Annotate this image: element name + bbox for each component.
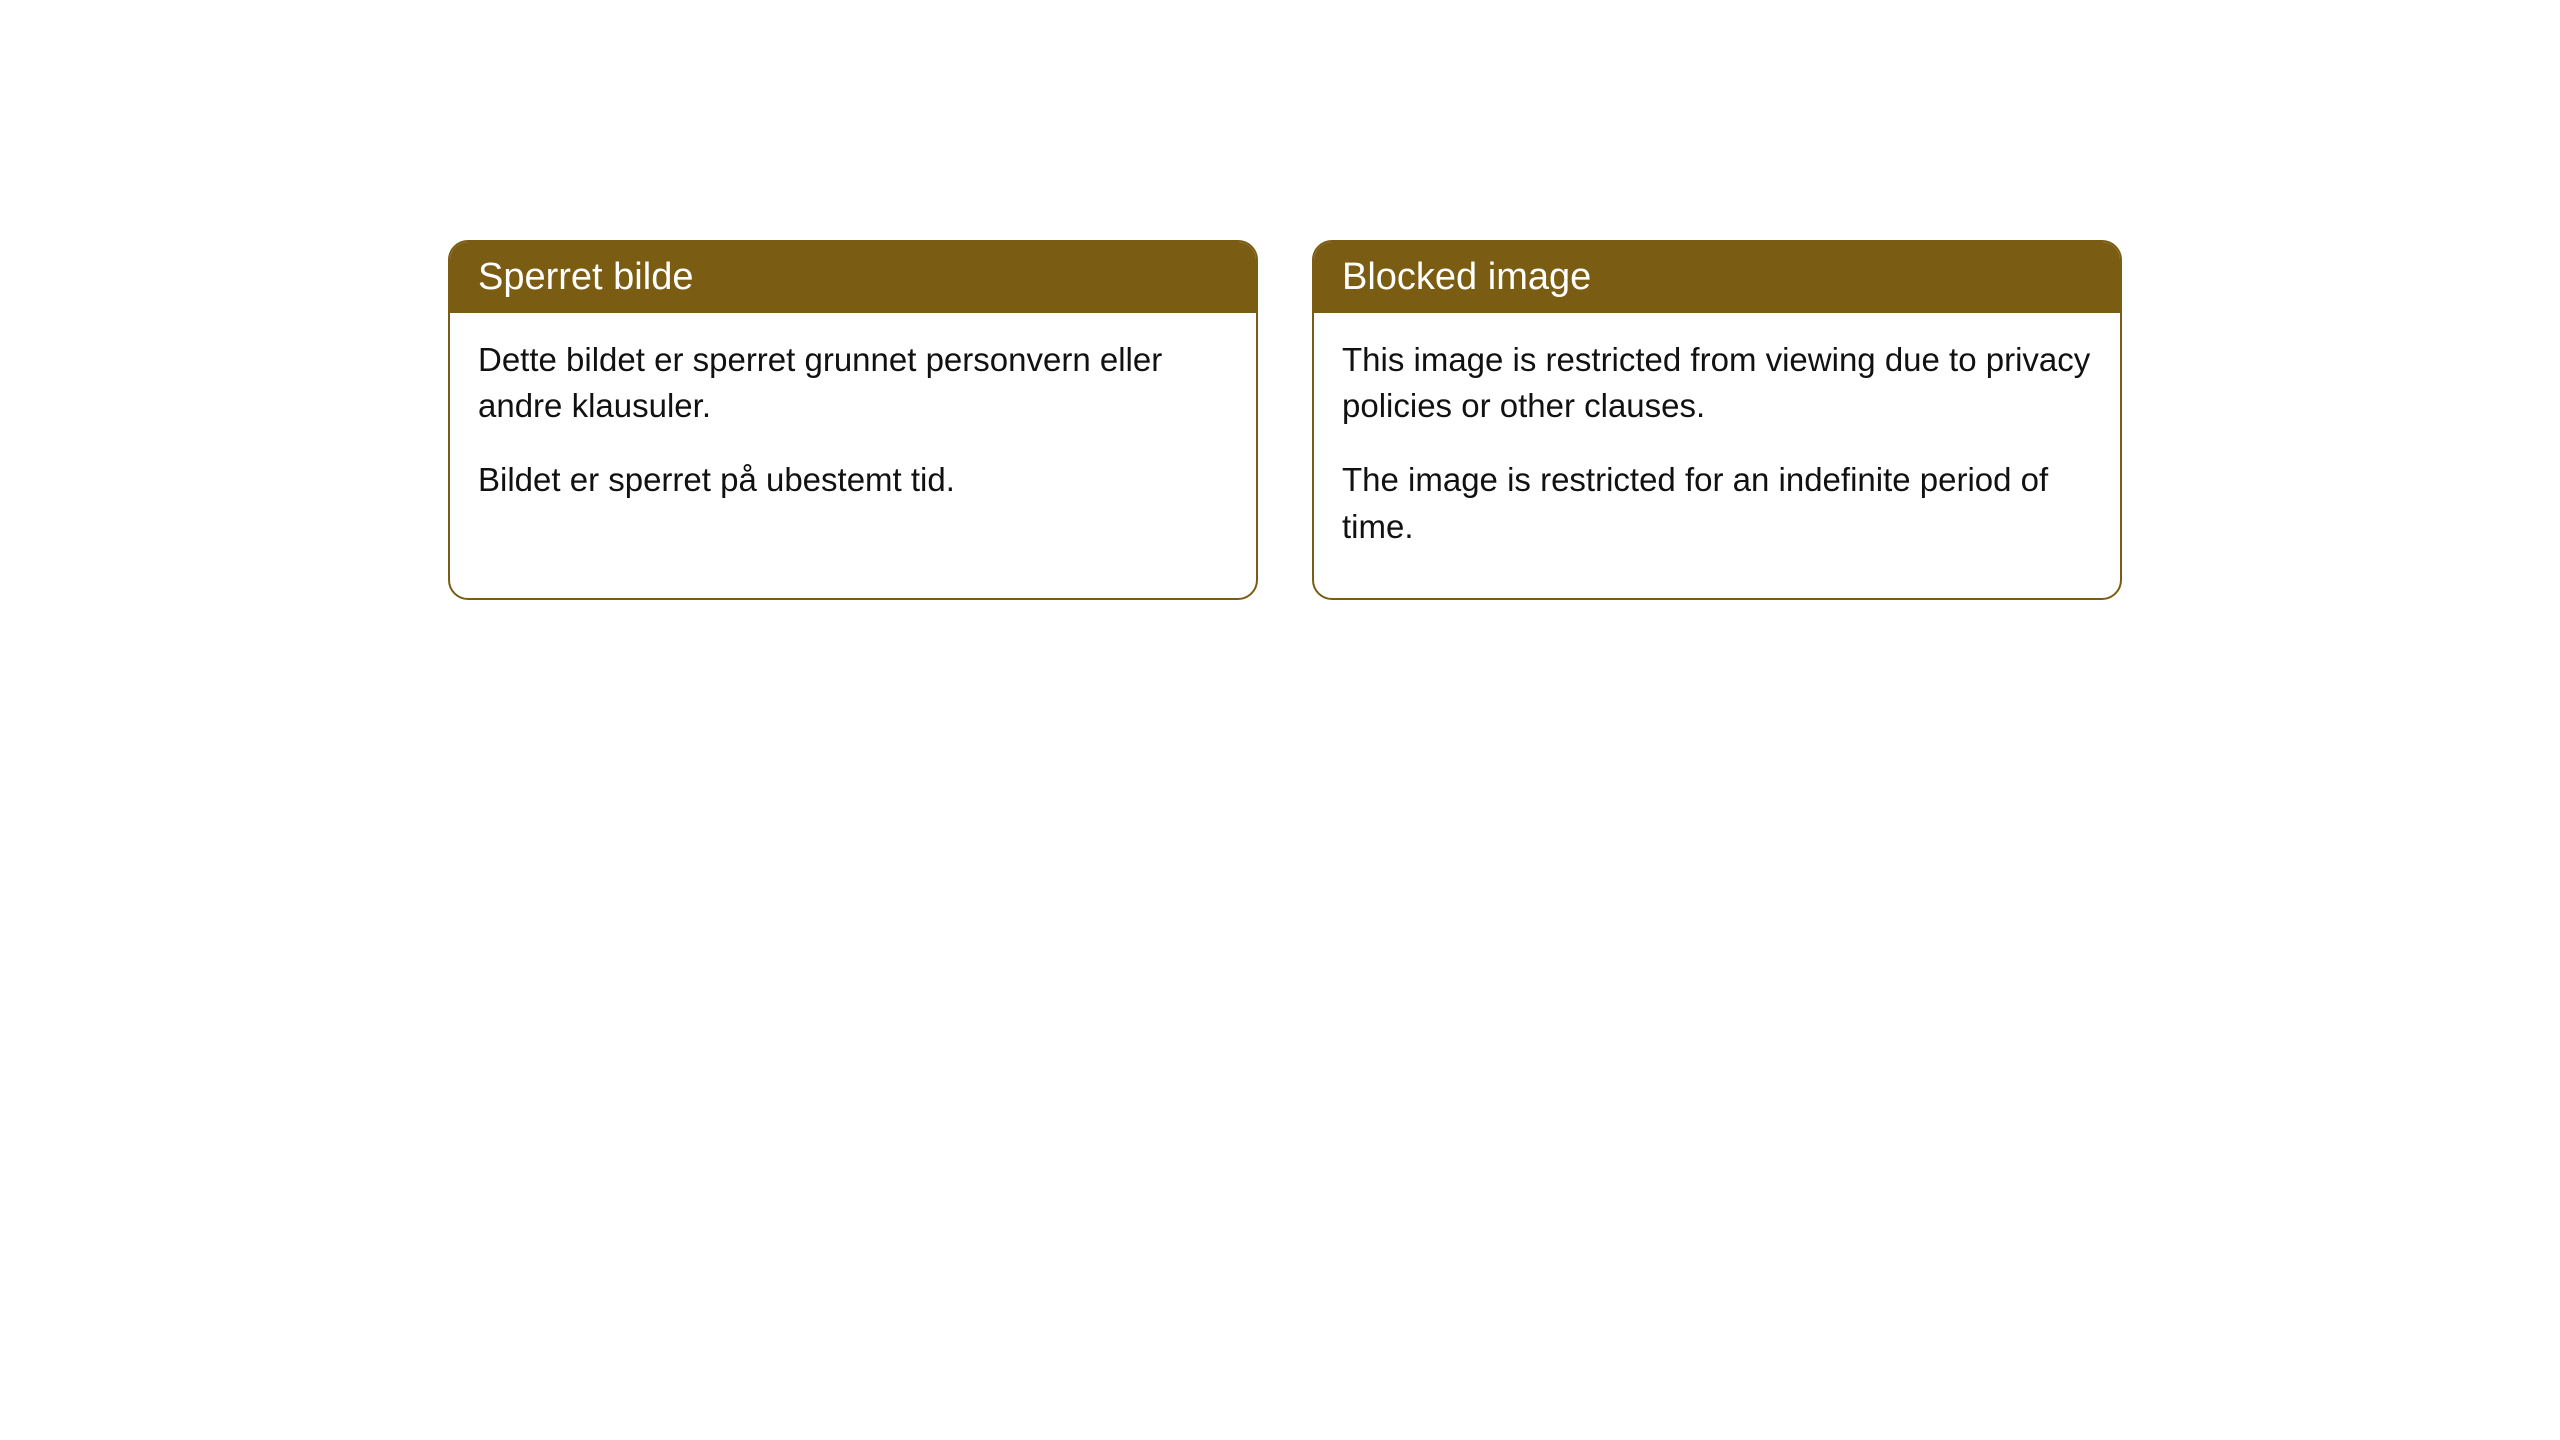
card-paragraph2-english: The image is restricted for an indefinit…	[1342, 457, 2092, 549]
card-header-english: Blocked image	[1314, 242, 2120, 313]
blocked-image-card-norwegian: Sperret bilde Dette bildet er sperret gr…	[448, 240, 1258, 600]
blocked-image-card-english: Blocked image This image is restricted f…	[1312, 240, 2122, 600]
cards-container: Sperret bilde Dette bildet er sperret gr…	[0, 0, 2560, 600]
card-paragraph2-norwegian: Bildet er sperret på ubestemt tid.	[478, 457, 1228, 503]
card-body-norwegian: Dette bildet er sperret grunnet personve…	[450, 313, 1256, 552]
card-title-norwegian: Sperret bilde	[478, 256, 693, 298]
card-paragraph1-norwegian: Dette bildet er sperret grunnet personve…	[478, 337, 1228, 429]
card-header-norwegian: Sperret bilde	[450, 242, 1256, 313]
card-paragraph1-english: This image is restricted from viewing du…	[1342, 337, 2092, 429]
card-title-english: Blocked image	[1342, 256, 1591, 298]
card-body-english: This image is restricted from viewing du…	[1314, 313, 2120, 598]
